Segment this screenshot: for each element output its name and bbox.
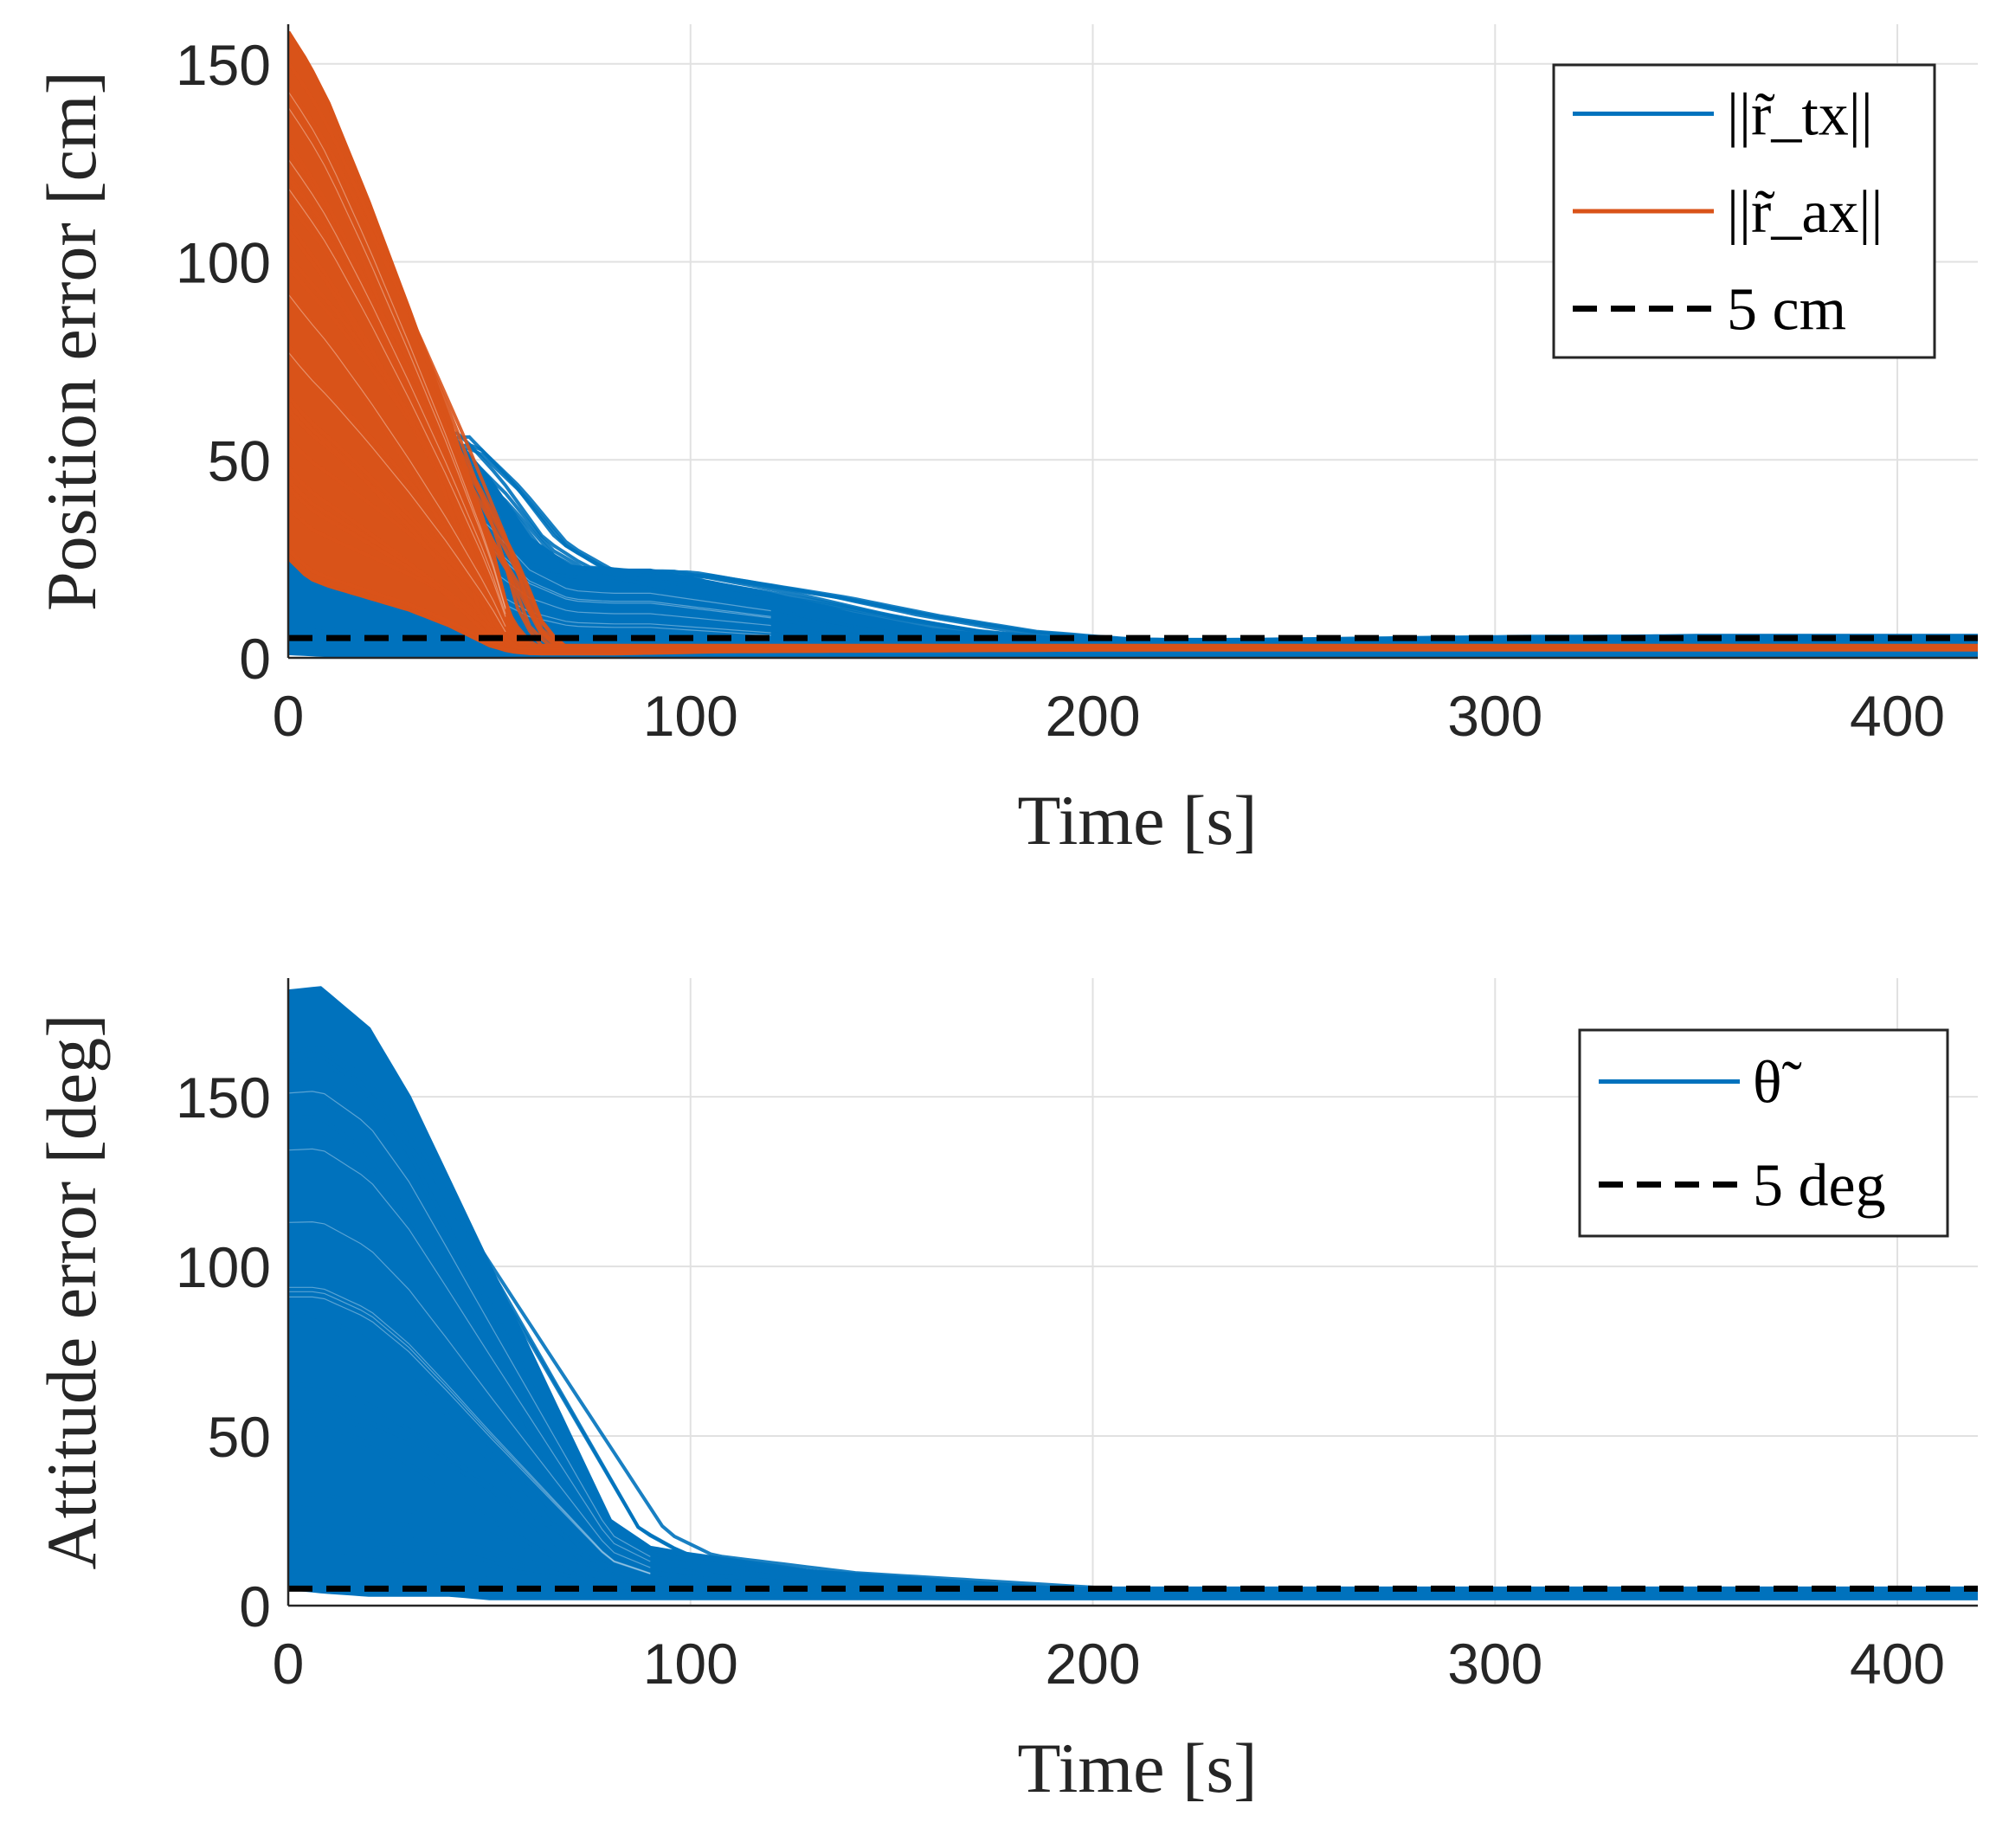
series-highlight — [288, 1148, 651, 1562]
series-trace — [288, 548, 1978, 656]
x-tick-label: 0 — [273, 684, 305, 748]
y-tick-label: 50 — [208, 1405, 271, 1469]
series-highlight — [288, 91, 506, 608]
legend: ||r̃_tx|| ||r̃_ax|| 5 cm — [1552, 63, 1936, 359]
series-2 — [288, 29, 1978, 656]
y-tick-label: 150 — [176, 33, 271, 97]
x-tick-label: 200 — [1045, 1632, 1140, 1696]
x-tick-label: 100 — [643, 1632, 738, 1696]
x-tick-label: 200 — [1045, 684, 1140, 748]
series-highlight — [288, 1091, 651, 1557]
series-trace — [288, 1413, 1978, 1598]
legend-label: 5 cm — [1727, 277, 1846, 344]
legend-label: 5 deg — [1753, 1153, 1886, 1220]
series-highlight — [288, 1286, 651, 1574]
series-1 — [288, 331, 1978, 658]
x-tick-label: 400 — [1850, 684, 1945, 748]
x-tick-label: 300 — [1447, 684, 1542, 748]
y-tick-label: 0 — [239, 627, 271, 691]
series-trace — [288, 1224, 1978, 1594]
y-tick-label: 50 — [208, 428, 271, 493]
series-band — [288, 331, 1978, 658]
y-axis-label: Attitude error [deg] — [32, 1014, 111, 1569]
series-highlight — [288, 158, 506, 615]
series-trace — [288, 1521, 1978, 1600]
y-axis-label: Position error [cm] — [32, 71, 111, 611]
x-tick-label: 0 — [273, 1632, 305, 1696]
series-highlight — [288, 293, 506, 627]
legend-box — [1578, 1028, 1949, 1238]
y-tick-label: 150 — [176, 1066, 271, 1130]
series-highlight — [288, 351, 506, 633]
series-highlight — [288, 106, 506, 610]
x-tick-label: 400 — [1850, 1632, 1945, 1696]
legend-label: ||r̃_tx|| — [1727, 81, 1873, 148]
x-axis-label: Time [s] — [1017, 781, 1257, 860]
series-highlight — [288, 1296, 651, 1574]
legend-label: ||r̃_ax|| — [1727, 179, 1883, 246]
plot-area — [288, 986, 1978, 1600]
chart-2: 0 100 200 300 400 0 50 100 150 Time [s] Attitude e… — [32, 978, 1978, 1807]
y-tick-label: 100 — [176, 231, 271, 295]
x-tick-label: 100 — [643, 684, 738, 748]
x-tick-label: 300 — [1447, 1632, 1542, 1696]
x-axis-label: Time [s] — [1017, 1729, 1257, 1807]
series-highlight — [288, 1220, 651, 1568]
series-upper-line — [288, 30, 1978, 648]
series-highlight — [288, 1291, 651, 1574]
series-highlight — [288, 188, 506, 617]
plot-area — [288, 29, 1978, 658]
legend: θ̃5 deg — [1578, 1028, 1949, 1238]
y-tick-label: 0 — [239, 1574, 271, 1639]
y-tick-label: 100 — [176, 1235, 271, 1299]
chart-1: 0 100 200 300 400 0 50 100 150 Time [s] Position e… — [32, 24, 1978, 860]
